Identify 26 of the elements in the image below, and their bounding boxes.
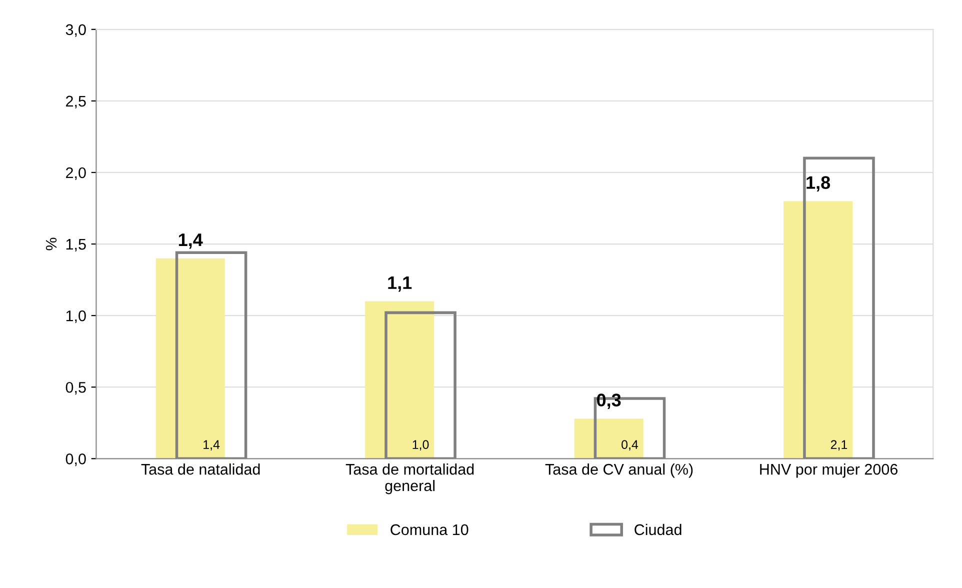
y-tick-label: 2,5 [66,96,86,108]
bar [365,301,434,459]
data-label: 0,3 [596,394,621,410]
x-tick-label: Tasa de mortalidad general [346,464,474,494]
y-tick-label: 1,0 [66,310,86,324]
bar [574,418,644,459]
y-tick-label: 1,5 [66,239,86,252]
x-tick-label: Tasa de natalidad [141,464,260,475]
data-label: 0,4 [622,440,638,450]
y-tick-label: 3,0 [66,24,86,37]
bar [156,258,225,459]
data-label: 1,4 [204,440,220,450]
y-tick-label: 2,0 [66,167,86,180]
data-label: 1,0 [412,440,429,450]
bar [784,201,853,459]
y-tick-label: 0,5 [66,382,86,395]
y-tick-label: 0,0 [66,454,86,466]
x-tick-label: Tasa de CV anual (%) [545,464,693,478]
legend-label: Comuna 10 [390,524,468,536]
x-tick-label: HNV por mujer 2006 [760,464,898,478]
legend-label: Ciudad [634,524,682,536]
y-axis-title: % [46,238,57,250]
data-label: 2,1 [830,440,848,450]
data-label: 1,4 [178,234,203,249]
data-label: 1,8 [806,176,830,192]
data-label: 1,1 [388,276,412,292]
